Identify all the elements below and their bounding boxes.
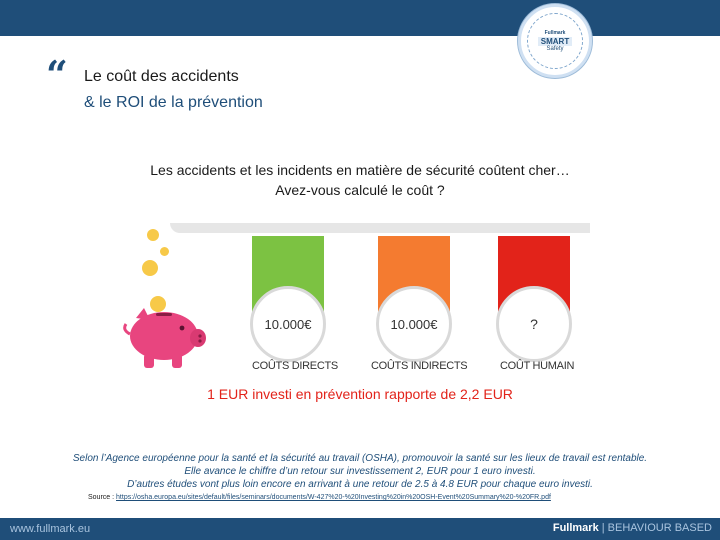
coin-icon	[147, 229, 159, 241]
roi-statement: 1 EUR investi en prévention rapporte de …	[207, 386, 513, 402]
piggy-bank-icon	[123, 308, 206, 368]
footer-brand: Fullmark | BEHAVIOUR BASED	[553, 522, 712, 534]
badge-safety: Safety	[546, 46, 564, 52]
source-label: Source :	[88, 494, 115, 501]
slide-title: Le coût des accidents	[84, 68, 239, 85]
direct-costs-value: 10.000€	[264, 316, 312, 332]
coin-icon	[160, 247, 169, 256]
source-link[interactable]: https://osha.europa.eu/sites/default/fil…	[116, 494, 551, 501]
smart-safety-badge: Fullmark SMART Safety	[518, 4, 592, 78]
intro-line-1: Les accidents et les incidents en matièr…	[150, 162, 570, 178]
human-cost-value: ?	[530, 316, 538, 332]
body-line-1: Selon l’Agence européenne pour la santé …	[72, 453, 648, 464]
quote-mark-icon: “	[46, 52, 68, 97]
human-cost-label: COÛT HUMAIN	[500, 360, 575, 372]
body-line-3: D’autres études vont plus loin encore en…	[127, 479, 593, 490]
human-cost-circle: ?	[496, 286, 572, 362]
badge-inner: Fullmark SMART Safety	[527, 13, 583, 69]
indirect-costs-label: COÛTS INDIRECTS	[371, 360, 468, 372]
direct-costs-label: COÛTS DIRECTS	[252, 360, 338, 372]
indirect-costs-value: 10.000€	[390, 316, 438, 332]
slide-subtitle: & le ROI de la prévention	[84, 94, 263, 111]
coin-icon	[150, 296, 166, 312]
source-note: Source : https://osha.europa.eu/sites/de…	[88, 494, 551, 501]
body-line-2: Elle avance le chiffre d’un retour sur i…	[184, 466, 536, 477]
footer-url[interactable]: www.fullmark.eu	[10, 523, 91, 535]
top-bar	[0, 0, 720, 36]
footer-brand-name: Fullmark	[552, 522, 599, 534]
badge-brand: Fullmark	[544, 30, 566, 36]
indirect-costs-circle: 10.000€	[376, 286, 452, 362]
infographic-rail	[170, 223, 590, 233]
coin-icon	[142, 260, 158, 276]
footer-bar: www.fullmark.eu Fullmark | BEHAVIOUR BAS…	[0, 518, 720, 540]
intro-line-2: Avez-vous calculé le coût ?	[275, 182, 445, 198]
direct-costs-circle: 10.000€	[250, 286, 326, 362]
badge-smart: SMART	[537, 37, 573, 46]
footer-tagline: | BEHAVIOUR BASED	[598, 522, 712, 534]
